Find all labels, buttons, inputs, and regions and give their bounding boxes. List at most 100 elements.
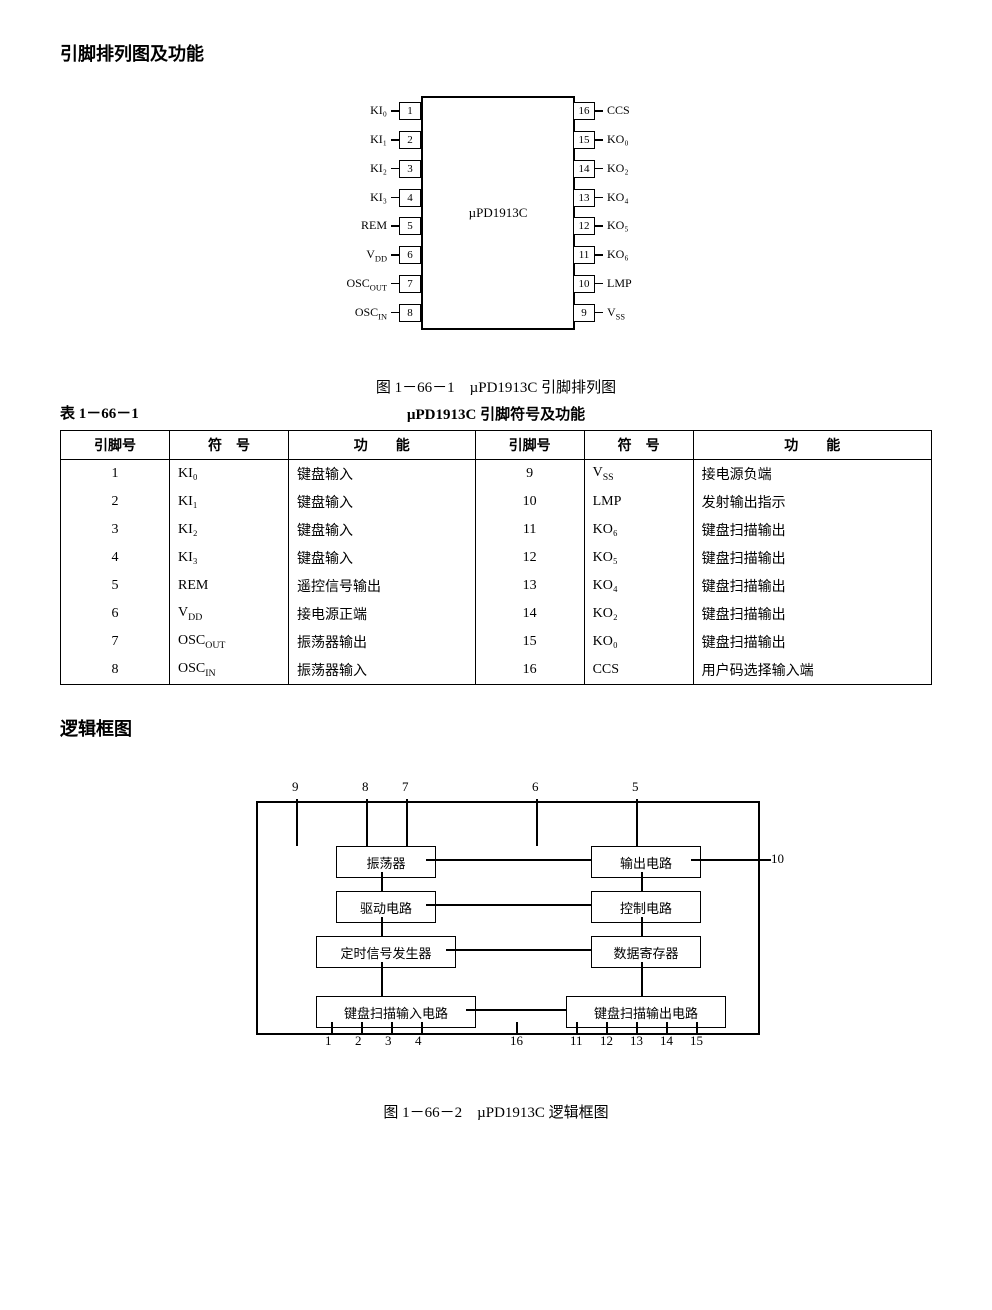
pin-label-left: KI₃ xyxy=(370,190,387,205)
block-pin-num: 12 xyxy=(600,1033,613,1049)
table-cell: 键盘输入 xyxy=(288,516,475,544)
table-cell: 键盘输入 xyxy=(288,488,475,516)
table-cell: 键盘扫描输出 xyxy=(693,600,931,628)
block-wire xyxy=(446,949,591,951)
table-cell: 15 xyxy=(475,628,584,656)
ic-body: µPD1913C xyxy=(421,96,575,330)
table-cell: 键盘扫描输出 xyxy=(693,572,931,600)
pin-label-right: VSS xyxy=(607,305,625,321)
block-wire xyxy=(536,799,538,846)
block-wire xyxy=(576,1022,578,1033)
table-cell: 键盘扫描输出 xyxy=(693,544,931,572)
pin-number-box: 5 xyxy=(399,217,421,235)
table-cell: 4 xyxy=(61,544,170,572)
pin-label-right: KO₄ xyxy=(607,190,629,205)
pin-lead xyxy=(391,283,399,285)
block-box-kbin: 键盘扫描输入电路 xyxy=(316,996,476,1028)
block-wire xyxy=(381,872,383,891)
table-cell: 振荡器输出 xyxy=(288,628,475,656)
pin-number-box: 3 xyxy=(399,160,421,178)
pin-label-left: VDD xyxy=(366,247,387,263)
block-pin-num: 15 xyxy=(690,1033,703,1049)
pin-table-wrap: 表 1－66－1 µPD1913C 引脚符号及功能 引脚号 符 号 功 能 引脚… xyxy=(60,402,932,685)
block-box-osc: 振荡器 xyxy=(336,846,436,878)
figure-caption-2: 图 1－66－2 µPD1913C 逻辑框图 xyxy=(60,1101,932,1122)
block-wire xyxy=(391,1022,393,1033)
pin-table: 引脚号 符 号 功 能 引脚号 符 号 功 能 1KI₀键盘输入9VSS接电源负… xyxy=(60,430,932,685)
table-cell: LMP xyxy=(584,488,693,516)
pin-label-right: KO₆ xyxy=(607,247,629,262)
block-box-timer: 定时信号发生器 xyxy=(316,936,456,968)
block-wire xyxy=(381,917,383,936)
pin-lead xyxy=(595,168,603,170)
block-diagram: 振荡器驱动电路定时信号发生器键盘扫描输入电路输出电路控制电路数据寄存器键盘扫描输… xyxy=(216,771,776,1071)
pin-lead xyxy=(391,197,399,199)
pin-number-box: 15 xyxy=(573,131,595,149)
block-pin-num: 16 xyxy=(510,1033,523,1049)
table-cell: KO₂ xyxy=(584,600,693,628)
block-wire xyxy=(426,859,591,861)
table-cell: 5 xyxy=(61,572,170,600)
block-wire xyxy=(641,962,643,996)
table-cell: 键盘输入 xyxy=(288,544,475,572)
table-cell: KO₀ xyxy=(584,628,693,656)
block-wire xyxy=(296,799,298,846)
table-cell: KI₀ xyxy=(170,460,289,489)
table-cell: 用户码选择输入端 xyxy=(693,656,931,685)
pin-label-right: KO₂ xyxy=(607,161,629,176)
pin-lead xyxy=(391,254,399,256)
table-cell: 11 xyxy=(475,516,584,544)
table-header-row: 引脚号 符 号 功 能 引脚号 符 号 功 能 xyxy=(61,431,932,460)
table-cell: 7 xyxy=(61,628,170,656)
block-wire xyxy=(666,1022,668,1033)
table-cell: 2 xyxy=(61,488,170,516)
table-cell: OSCIN xyxy=(170,656,289,685)
block-pin-num: 4 xyxy=(415,1033,422,1049)
pin-label-right: KO₀ xyxy=(607,132,629,147)
table-cell: CCS xyxy=(584,656,693,685)
table-cell: 发射输出指示 xyxy=(693,488,931,516)
table-cell: OSCOUT xyxy=(170,628,289,656)
block-wire xyxy=(696,1022,698,1033)
pin-lead xyxy=(595,139,603,141)
block-wire xyxy=(381,962,383,996)
table-cell: 键盘扫描输出 xyxy=(693,516,931,544)
pin-label-left: KI₀ xyxy=(370,103,387,118)
pin-number-box: 11 xyxy=(573,246,595,264)
table-row: 1KI₀键盘输入9VSS接电源负端 xyxy=(61,460,932,489)
block-box-reg: 数据寄存器 xyxy=(591,936,701,968)
table-cell: 12 xyxy=(475,544,584,572)
table-cell: 10 xyxy=(475,488,584,516)
pin-number-box: 14 xyxy=(573,160,595,178)
pin-number-box: 1 xyxy=(399,102,421,120)
table-cell: KI₁ xyxy=(170,488,289,516)
table-cell: REM xyxy=(170,572,289,600)
block-pin-num: 6 xyxy=(532,779,539,795)
th-func-r: 功 能 xyxy=(693,431,931,460)
table-cell: KO₅ xyxy=(584,544,693,572)
pin-number-box: 4 xyxy=(399,189,421,207)
figure-caption-1: 图 1－66－1 µPD1913C 引脚排列图 xyxy=(60,376,932,397)
block-wire xyxy=(641,917,643,936)
pin-label-right: LMP xyxy=(607,276,632,291)
pin-number-box: 2 xyxy=(399,131,421,149)
block-wire xyxy=(366,799,368,846)
pin-lead xyxy=(595,312,603,314)
block-wire xyxy=(406,799,408,846)
th-pin-l: 引脚号 xyxy=(61,431,170,460)
block-pin-num: 3 xyxy=(385,1033,392,1049)
pin-lead xyxy=(595,254,603,256)
pin-number-box: 13 xyxy=(573,189,595,207)
block-wire xyxy=(641,872,643,891)
table-cell: VSS xyxy=(584,460,693,489)
th-sym-l: 符 号 xyxy=(170,431,289,460)
ic-pinout-diagram: µPD1913C 1KI₀2KI₁3KI₂4KI₃5REM6VDD7OSCOUT… xyxy=(306,86,686,346)
pin-lead xyxy=(595,197,603,199)
table-cell: 遥控信号输出 xyxy=(288,572,475,600)
pin-lead xyxy=(595,283,603,285)
block-box-ctrl: 控制电路 xyxy=(591,891,701,923)
pin-number-box: 8 xyxy=(399,304,421,322)
table-row: 6VDD接电源正端14KO₂键盘扫描输出 xyxy=(61,600,932,628)
block-pin-num: 13 xyxy=(630,1033,643,1049)
pin-label-left: REM xyxy=(361,218,387,233)
